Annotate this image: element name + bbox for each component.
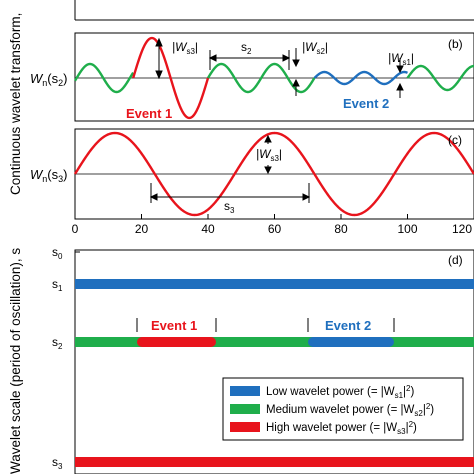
- scale-axis-label: Wavelet scale (period of oscillation), s: [8, 248, 23, 474]
- legend-swatch: [230, 386, 260, 396]
- panel-b-ylabel: Wn(s2): [30, 71, 68, 88]
- legend-label: High wavelet power (= |Ws3|2): [266, 420, 417, 436]
- panel-c-red-wave: [73, 131, 474, 217]
- panel-b-tag: (b): [448, 37, 463, 51]
- panel-b: (b) Wn(s2) |Ws3| s2: [30, 32, 474, 122]
- panel-d-event1-label: Event 1: [151, 318, 197, 333]
- panel-b-green-wave-left: [73, 62, 135, 94]
- bar-s2-medium-power: [75, 337, 474, 347]
- panel-b-ws1-arrows: [396, 58, 404, 98]
- panel-d-event2-label: Event 2: [325, 318, 371, 333]
- bar-s3-high-power: [75, 457, 474, 467]
- panel-c-s3-dimension: [149, 183, 311, 203]
- y-tick-label: s1: [52, 277, 63, 293]
- panel-a-remnant: [74, 0, 474, 21]
- wavelet-axis-label: Continuous wavelet transform,: [8, 13, 23, 195]
- panel-b-s2-dimension: [208, 50, 291, 70]
- panel-c-ws3-arrows: [264, 134, 272, 175]
- x-tick-label: 60: [268, 222, 282, 236]
- panel-b-ws3-label: |Ws3|: [172, 40, 198, 56]
- panel-b-ws2-label: |Ws2|: [302, 40, 328, 56]
- bar-s2-event2-low-power: [308, 337, 394, 347]
- bar-s1-low-power: [75, 279, 474, 289]
- panel-c-x-ticks: 0 20 40 60 80 100 120: [72, 214, 474, 236]
- y-tick-label: s2: [52, 335, 63, 351]
- panel-b-green-wave-mid: [206, 62, 316, 94]
- panel-b-event1-wave: [132, 36, 210, 120]
- panel-c-ws3-label: |Ws3|: [256, 147, 282, 163]
- panel-d: (d) s0 s1 s2 s3 Event 1 Event 2 Low wavelet…: [52, 245, 474, 474]
- x-tick-label: 80: [334, 222, 348, 236]
- panel-c-ylabel: Wn(s3): [30, 167, 68, 184]
- x-tick-label: 0: [72, 222, 79, 236]
- panel-b-s2-label: s2: [241, 40, 252, 56]
- panel-b-event2-wave: [313, 70, 408, 86]
- x-tick-label: 40: [201, 222, 215, 236]
- x-tick-label: 120: [452, 222, 472, 236]
- panel-b-green-wave-right: [406, 64, 474, 92]
- legend-label: Medium wavelet power (= |Ws2|2): [266, 402, 434, 418]
- panel-d-y-ticks: s0 s1 s2 s3: [52, 245, 80, 471]
- panel-b-ws1-label: |Ws1|: [388, 51, 414, 67]
- panel-b-ws3-arrow: [155, 37, 163, 80]
- x-tick-label: 20: [135, 222, 149, 236]
- legend-label: Low wavelet power (= |Ws1|2): [266, 384, 414, 400]
- panel-b-frame: [74, 32, 474, 122]
- legend-box: [222, 377, 464, 441]
- bar-s2-event1-high-power: [137, 337, 216, 347]
- legend-swatch: [230, 404, 260, 414]
- y-tick-label: s0: [52, 245, 63, 261]
- panel-d-event-brackets: [136, 318, 395, 332]
- panel-b-event2-label: Event 2: [343, 96, 389, 111]
- panel-d-frame: [74, 249, 474, 474]
- panel-b-event1-label: Event 1: [126, 106, 172, 121]
- x-tick-label: 100: [397, 222, 417, 236]
- panel-c-tag: (c): [448, 133, 462, 147]
- panel-c: (c) Wn(s3) |Ws3| s3 0 20 40 60 80 100 120: [30, 128, 474, 236]
- panel-c-s3-label: s3: [224, 199, 235, 215]
- panel-b-ws2-arrows: [292, 48, 300, 96]
- legend-swatch: [230, 422, 260, 432]
- panel-d-tag: (d): [448, 253, 463, 267]
- y-tick-label: s3: [52, 455, 63, 471]
- legend: Low wavelet power (= |Ws1|2) Medium wavel…: [230, 384, 434, 436]
